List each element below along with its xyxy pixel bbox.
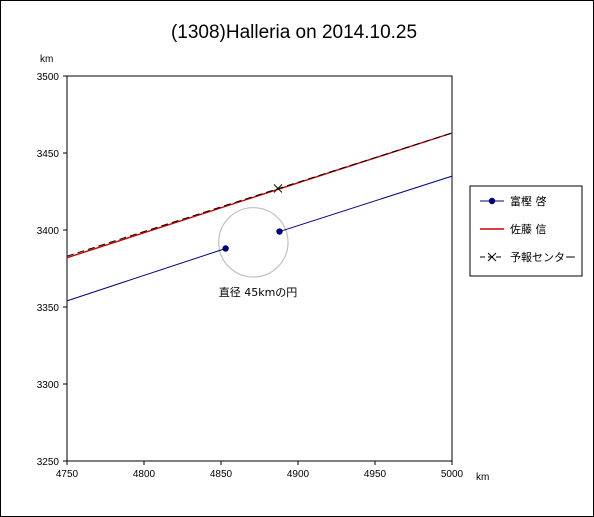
x-tick-label: 4800: [133, 469, 156, 480]
series-3-cross-marker: [273, 184, 283, 193]
series-line-3: [66, 132, 453, 257]
y-tick-label: 3250: [37, 457, 60, 468]
y-tick-label: 3500: [37, 72, 60, 83]
y-axis-unit: km: [40, 54, 53, 65]
diameter-circle: [218, 207, 289, 278]
x-tick-label: 4950: [364, 469, 387, 480]
series-line-1: [66, 248, 226, 302]
x-tick-label: 4850: [210, 469, 233, 480]
legend-label: 予報センター: [510, 251, 576, 264]
x-axis-unit: km: [476, 472, 489, 483]
chart-title: (1308)Halleria on 2014.10.25: [171, 22, 417, 43]
x-tick-label: 4750: [56, 469, 79, 480]
y-tick-label: 3450: [37, 149, 60, 160]
x-tick-label: 4900: [287, 469, 310, 480]
x-axis-ticks: 4750 4800 4850 4900 4950 5000: [56, 461, 464, 480]
legend-label: 佐藤 信: [510, 222, 547, 236]
plot-area: [66, 75, 453, 462]
series-layer: [66, 132, 453, 302]
legend-label: 富樫 啓: [510, 194, 547, 208]
legend-point-marker: [488, 197, 496, 205]
series-line-1: [279, 175, 453, 233]
y-tick-label: 3400: [37, 226, 60, 237]
y-tick-label: 3300: [37, 380, 60, 391]
y-tick-label: 3350: [37, 303, 60, 314]
series-1-point-marker: [276, 228, 283, 235]
legend-cross-marker: [487, 252, 497, 262]
x-tick-label: 5000: [441, 469, 464, 480]
series-1-point-marker: [222, 245, 229, 252]
circle-annotation: 直径 45kmの円: [219, 285, 298, 299]
y-axis-ticks: 3250 3300 3350 3400 3450 3500: [37, 72, 67, 468]
